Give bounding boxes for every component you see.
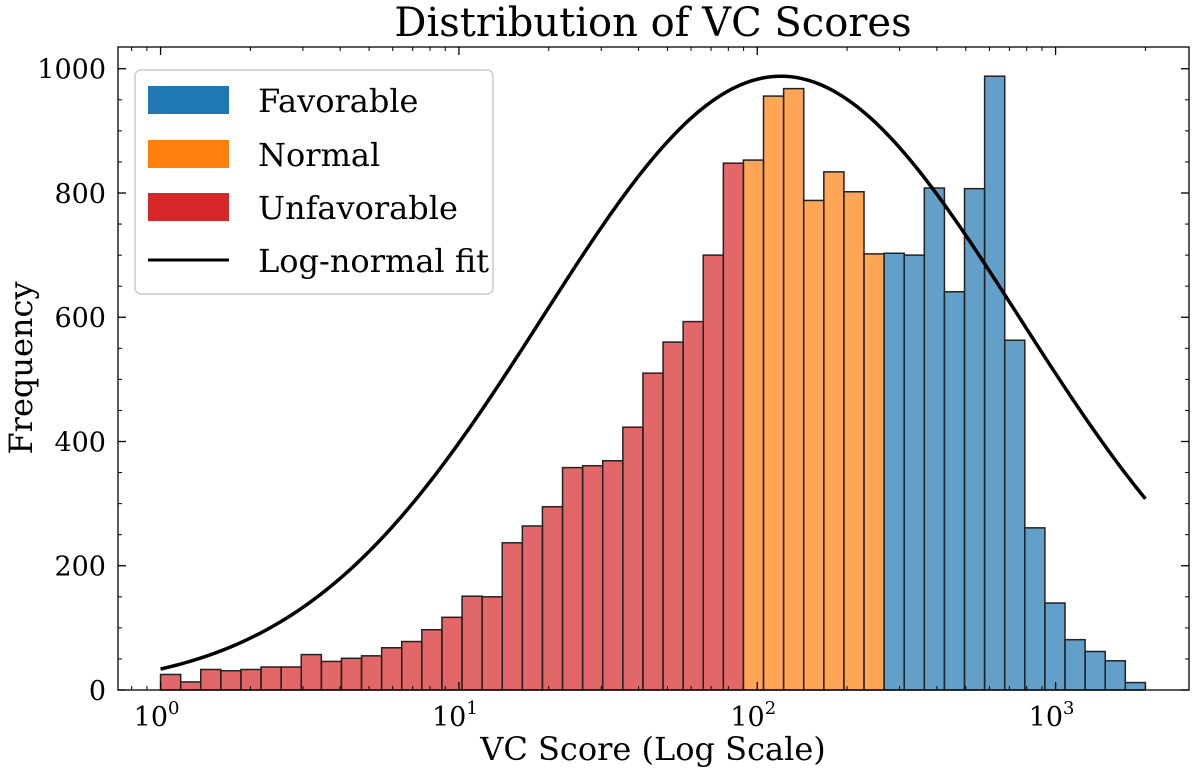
axis-ticks [118,47,1189,691]
histogram-bar-unfavorable [541,505,564,691]
histogram-bar-favorable [963,187,986,691]
histogram-bar-unfavorable [702,254,725,691]
histogram-bar-unfavorable [461,595,483,691]
histogram-bar-unfavorable [521,525,544,691]
histogram-bar-favorable [983,75,1006,691]
y-tick-label: 400 [54,427,106,458]
legend-swatch-favorable [148,86,229,114]
histogram-bar-unfavorable [561,466,584,691]
legend-label-normal: Normal [258,136,380,174]
histogram-bar-favorable [1024,527,1046,691]
x-tick-label: 103 [1029,698,1075,733]
histogram-bar-unfavorable [179,681,202,691]
histogram-bar-unfavorable [441,616,463,691]
histogram-bar-unfavorable [662,341,684,691]
histogram-bar-unfavorable [360,655,383,691]
x-tick-label: 102 [730,698,776,733]
legend-label-fit: Log-normal fit [258,242,489,280]
histogram-bar-favorable [943,291,966,691]
histogram-bar-unfavorable [501,542,524,691]
histogram-bar-unfavorable [682,320,704,691]
histogram-bar-normal [802,199,825,691]
x-tick-labels: 100 101 102 103 [134,698,1075,733]
histogram-bar-favorable [1084,650,1106,691]
histogram-bar-unfavorable [722,162,745,691]
y-tick-label: 800 [54,179,106,210]
chart-title: Distribution of VC Scores [394,0,911,46]
histogram-bar-unfavorable [421,628,443,691]
histogram-bar-unfavorable [320,660,343,691]
histogram-bar-normal [782,87,805,691]
histogram-bar-normal [863,253,885,691]
y-tick-label: 200 [54,552,106,583]
histogram-bar-unfavorable [601,460,624,691]
histogram-bar-favorable [903,254,926,691]
legend-swatch-unfavorable [148,193,229,221]
legend-swatch-normal [148,140,229,168]
x-axis-label: VC Score (Log Scale) [479,730,826,768]
legend-label-favorable: Favorable [258,82,418,120]
y-tick-labels: 0 200 400 600 800 1000 [37,55,106,707]
histogram-bar-favorable [1104,660,1127,691]
y-tick-label: 0 [89,676,106,707]
x-tick-label: 101 [432,698,478,733]
histogram-bar-favorable [1064,638,1086,691]
legend: Favorable Normal Unfavorable Log-normal … [134,69,494,295]
histogram-bar-normal [823,171,845,691]
histogram-bar-favorable [1044,602,1066,691]
histogram-bar-normal [742,159,765,691]
histogram-bar-favorable [883,252,905,691]
histogram-bar-unfavorable [240,668,262,691]
histogram-bar-unfavorable [300,653,323,691]
x-tick-label: 100 [134,698,180,733]
histogram-bar-unfavorable [581,464,604,691]
histogram-bar-favorable [1003,339,1026,691]
histogram-bar-favorable [923,187,946,691]
y-tick-label: 600 [54,303,106,334]
histogram-bar-unfavorable [380,647,403,691]
histogram-bar-normal [762,95,785,691]
plot-frame [117,46,1190,691]
histogram-bars [159,75,1147,691]
histogram-bar-unfavorable [400,640,423,691]
histogram-bar-unfavorable [280,666,303,691]
histogram-bar-unfavorable [622,426,644,691]
histogram-bar-favorable [1124,681,1147,691]
legend-label-unfavorable: Unfavorable [258,189,458,227]
histogram-bar-unfavorable [340,657,363,691]
histogram-bar-unfavorable [481,596,503,691]
histogram-bar-unfavorable [260,666,282,691]
log-normal-fit-curve [160,74,1147,671]
legend-frame [134,69,494,295]
histogram-bar-normal [843,191,865,691]
y-axis-label: Frequency [2,281,40,454]
histogram-bar-unfavorable [642,372,664,691]
histogram-bar-unfavorable [220,669,242,691]
histogram-bar-unfavorable [200,668,222,691]
histogram-bar-unfavorable [159,673,182,691]
y-tick-label: 1000 [37,55,106,86]
